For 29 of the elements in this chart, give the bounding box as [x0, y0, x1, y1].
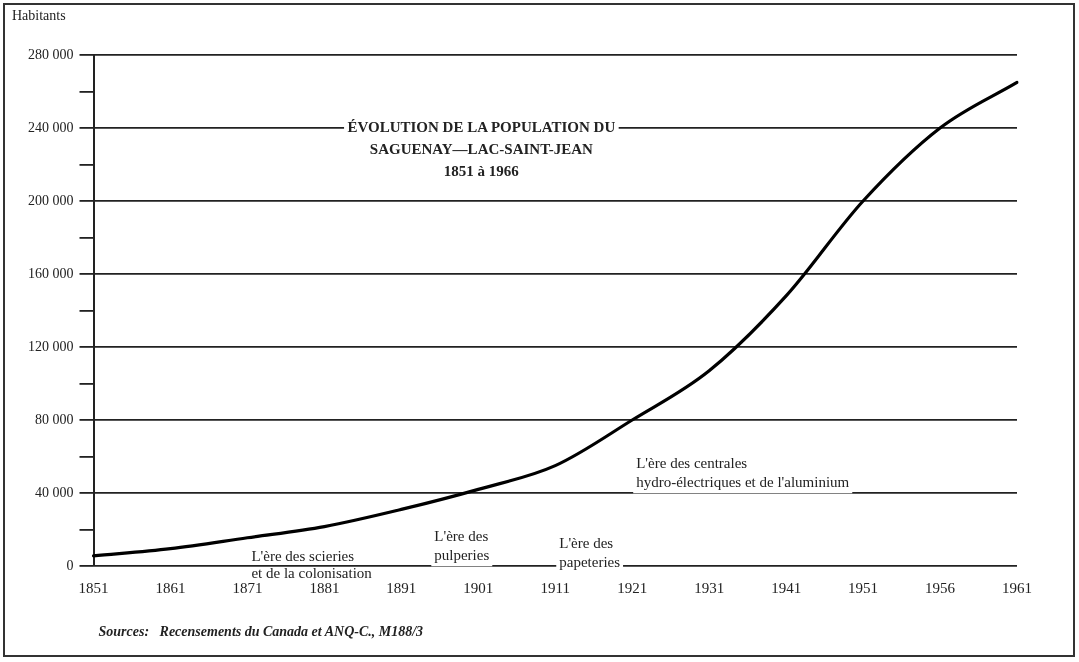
y-tick-label: 240 000 [28, 119, 74, 135]
annotation: L'ère des pulperies [434, 527, 490, 563]
x-tick-label: 1961 [1002, 579, 1032, 596]
y-axis-title: Habitants [12, 7, 66, 23]
y-tick-label: 160 000 [28, 265, 74, 281]
annotation: L'ère des scieries et de la colonisation [251, 547, 373, 581]
x-tick-label: 1881 [309, 579, 340, 596]
source-note: Sources: Recensements du Canada et ANQ-C., M188/3 [98, 623, 424, 639]
x-tick-label: 1861 [155, 579, 186, 596]
x-tick-label: 1956 [925, 579, 956, 596]
y-tick-label: 200 000 [28, 192, 74, 208]
y-tick-label: 80 000 [35, 411, 74, 427]
x-tick-label: 1851 [78, 579, 109, 596]
x-tick-label: 1901 [463, 579, 494, 596]
y-tick-label: 0 [66, 557, 74, 573]
x-tick-label: 1871 [232, 579, 263, 596]
y-tick-label: 40 000 [35, 484, 74, 500]
text: ÉVOLUTION DE LA POPULATION DU SAGUENAY—LAC-SAINT-JEAN [347, 118, 616, 157]
y-tick-label: 120 000 [28, 338, 74, 354]
annotation: L'ère des papeteries [559, 535, 621, 571]
text: 1851 à 1966 [443, 162, 520, 179]
y-tick-label: 280 000 [28, 46, 74, 62]
x-tick-label: 1921 [617, 579, 648, 596]
x-tick-label: 1911 [540, 579, 570, 596]
x-tick-label: 1931 [694, 579, 725, 596]
x-tick-label: 1891 [386, 579, 417, 596]
x-tick-label: 1951 [848, 579, 879, 596]
annotation: L'ère des centrales hydro-électriques et de l'aluminium [636, 454, 850, 490]
x-tick-label: 1941 [771, 579, 802, 596]
